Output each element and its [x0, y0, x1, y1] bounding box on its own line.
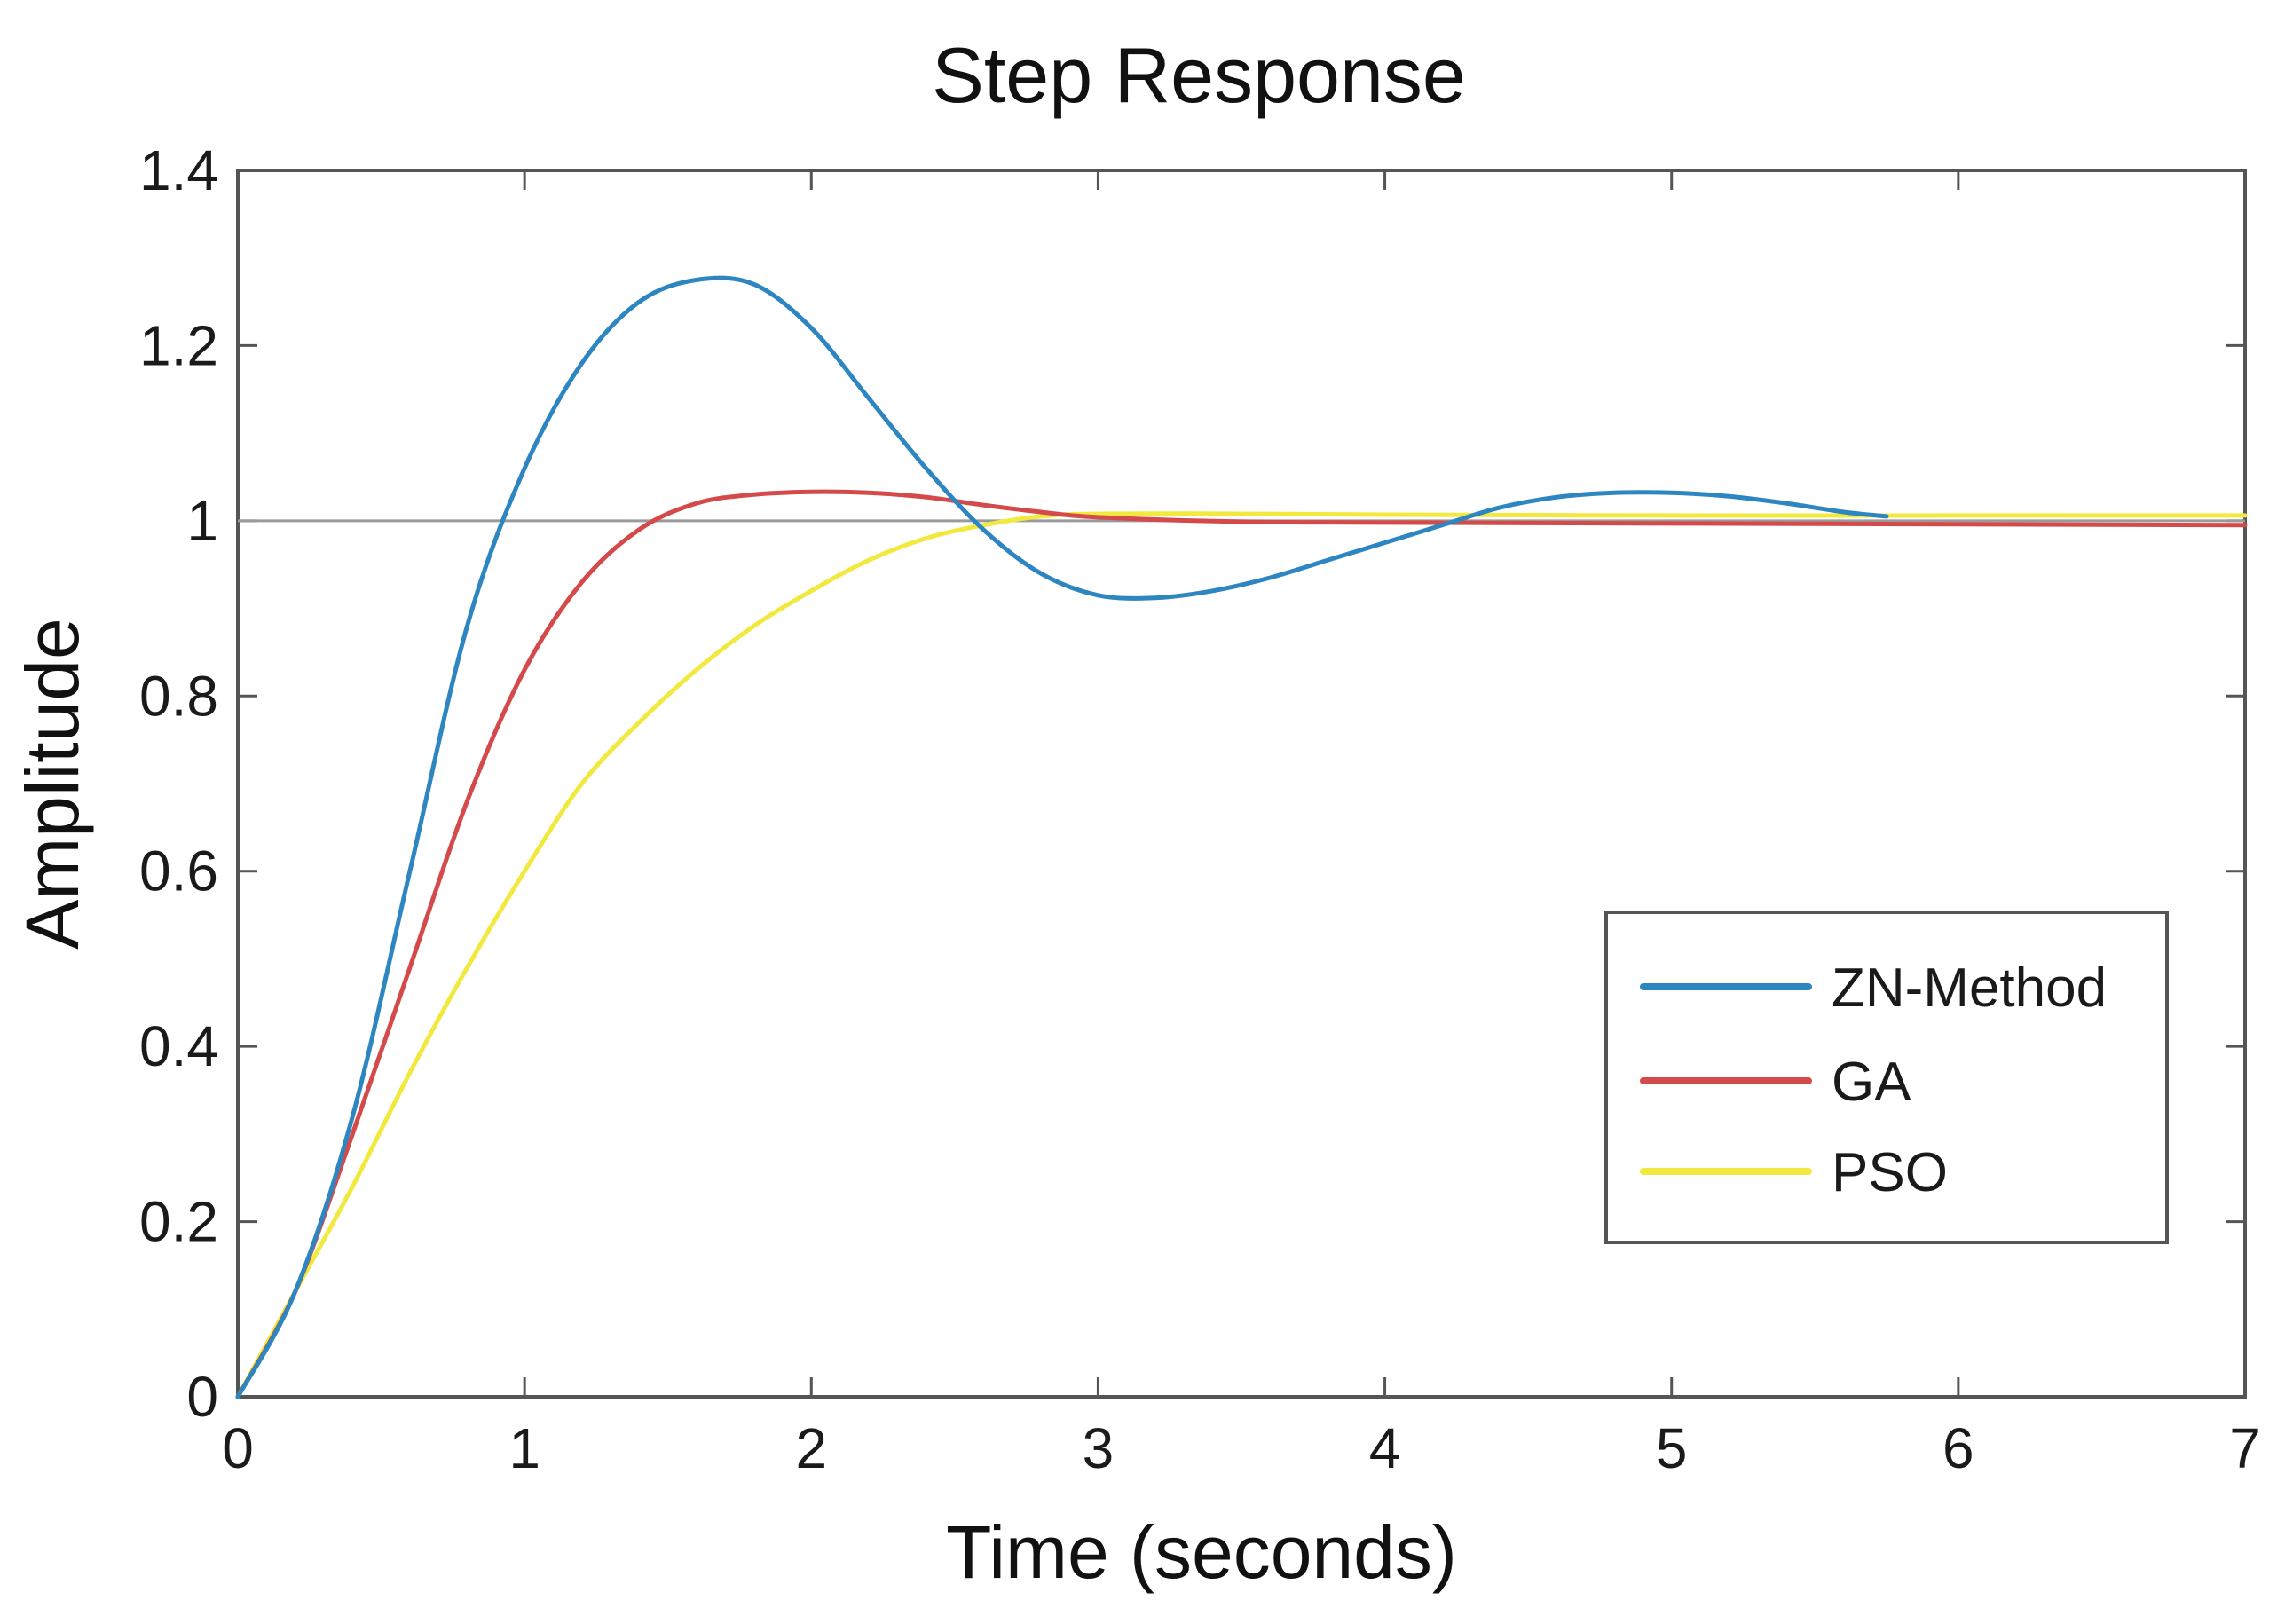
series-line-pso	[235, 511, 2248, 1399]
y-tick-label: 1.2	[139, 313, 218, 377]
y-tick-label: 1.4	[139, 138, 218, 202]
legend-label-pso: PSO	[1832, 1142, 1948, 1203]
y-tick-label: 0.8	[139, 664, 218, 728]
x-axis-title: Time (seconds)	[946, 1510, 1457, 1594]
series-line-ga	[235, 489, 2248, 1399]
x-tick-label: 6	[1942, 1416, 1974, 1480]
y-tick-label: 0.6	[139, 840, 218, 903]
x-tick-label: 7	[2229, 1416, 2261, 1480]
y-axis-title: Amplitude	[11, 618, 94, 950]
x-tick-label: 4	[1369, 1416, 1401, 1480]
y-tick-label: 1	[186, 489, 218, 553]
y-tick-label: 0.4	[139, 1014, 218, 1078]
plot-area: 0 1 2 3 4 5 6 7 0 0.2 0.4 0.6 0.8 1 1.2 1.4	[139, 138, 2261, 1480]
series-layer	[235, 275, 2248, 1399]
x-tick-label: 3	[1083, 1416, 1115, 1480]
legend: ZN-Method GA PSO	[1604, 911, 2169, 1244]
legend-entry-pso: PSO	[1640, 1142, 1948, 1203]
x-tick-label: 5	[1656, 1416, 1688, 1480]
legend-label-ga: GA	[1832, 1052, 1911, 1113]
legend-entry-zn-method: ZN-Method	[1640, 958, 2107, 1019]
series-line-zn-method	[235, 275, 1889, 1399]
legend-entry-ga: GA	[1640, 1052, 1911, 1113]
y-tick-label: 0	[186, 1365, 218, 1429]
x-tick-label: 0	[222, 1416, 254, 1480]
y-tick-label: 0.2	[139, 1190, 218, 1254]
legend-label-zn-method: ZN-Method	[1832, 958, 2107, 1019]
x-tick-label: 2	[795, 1416, 827, 1480]
ticks-layer: 0 1 2 3 4 5 6 7 0 0.2 0.4 0.6 0.8 1 1.2 1.4	[139, 138, 2261, 1480]
x-tick-label: 1	[508, 1416, 540, 1480]
chart-title: Step Response	[932, 31, 1466, 119]
